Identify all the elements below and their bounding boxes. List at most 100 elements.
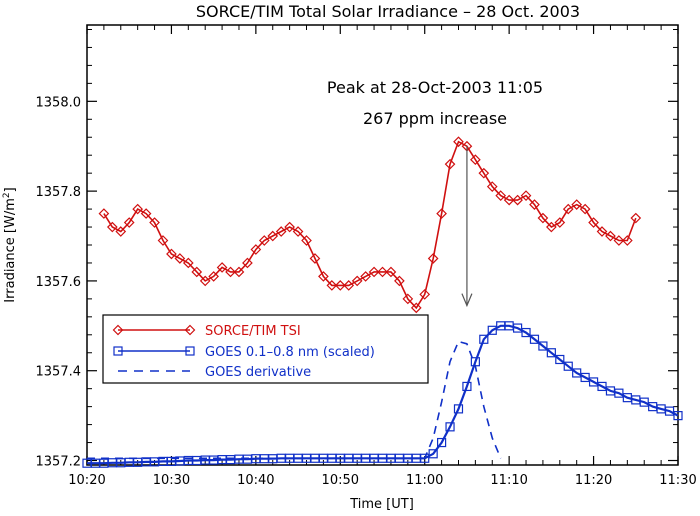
data-point-tsi: [444, 158, 456, 170]
y-tick-label: 1358.0: [36, 95, 82, 110]
x-axis: 10:20 10:30 10:40 10:50 11:00 11:10 11:20 11:30: [68, 25, 697, 488]
x-tick-label: 10:50: [322, 473, 359, 488]
legend-marker-goes: [113, 346, 123, 356]
x-tick-label: 10:30: [153, 473, 190, 488]
data-point-goes: [546, 348, 556, 358]
increase-annotation: 267 ppm increase: [363, 109, 507, 128]
data-point-goes: [529, 334, 540, 344]
data-point-goes: [462, 381, 472, 392]
data-point-tsi: [334, 280, 346, 291]
peak-arrow: [461, 146, 473, 308]
data-point-tsi: [140, 208, 152, 219]
y-axis-label-end: ]: [3, 187, 18, 192]
data-point-tsi: [166, 248, 177, 260]
data-point-tsi: [174, 253, 186, 264]
data-point-tsi: [554, 217, 566, 228]
data-point-tsi: [132, 203, 144, 215]
x-tick-label: 11:10: [490, 473, 527, 488]
data-point-tsi: [436, 208, 447, 219]
data-point-tsi: [284, 221, 295, 233]
x-tick-label: 10:20: [68, 473, 105, 488]
data-point-tsi: [495, 190, 507, 201]
legend-items: SORCE/TIM TSI GOES 0.1–0.8 nm (scaled) GOE…: [112, 324, 375, 380]
data-point-tsi: [182, 257, 194, 269]
y-tick-label: 1357.4: [36, 365, 82, 380]
y-tick-label: 1357.2: [36, 455, 82, 470]
data-point-tsi: [402, 293, 414, 305]
x-axis-label: Time [UT]: [349, 497, 414, 512]
x-tick-label: 11:20: [575, 473, 612, 488]
data-point-tsi: [318, 271, 329, 282]
data-point-tsi: [605, 230, 616, 242]
data-point-tsi: [520, 190, 532, 201]
legend-label-tsi: SORCE/TIM TSI: [205, 324, 301, 339]
chart-title: SORCE/TIM Total Solar Irradiance – 28 Oc…: [196, 2, 580, 21]
series-line-goes-derivative: [87, 340, 502, 460]
data-point-goes: [563, 361, 573, 371]
data-point-tsi: [453, 136, 464, 148]
data-point-tsi: [191, 266, 203, 278]
data-point-tsi: [106, 221, 118, 233]
data-point-tsi: [546, 221, 557, 233]
data-point-tsi: [579, 203, 591, 215]
data-point-tsi: [613, 235, 625, 246]
data-point-tsi: [351, 275, 363, 287]
x-tick-label: 11:30: [659, 473, 696, 488]
data-point-tsi: [571, 199, 583, 210]
data-point-tsi: [427, 253, 439, 264]
y-tick-label: 1357.6: [36, 275, 82, 290]
data-point-goes: [479, 334, 489, 344]
data-point-tsi: [258, 235, 270, 246]
data-point-tsi: [242, 257, 253, 269]
data-point-tsi: [216, 262, 228, 273]
data-point-goes: [673, 411, 683, 421]
data-point-tsi: [343, 280, 355, 291]
data-point-goes: [538, 341, 548, 351]
data-point-tsi: [377, 266, 388, 278]
data-point-tsi: [267, 230, 279, 242]
data-point-tsi: [225, 266, 236, 278]
legend-marker-tsi: [184, 324, 196, 336]
data-point-tsi: [562, 203, 574, 215]
data-point-tsi: [385, 266, 397, 278]
data-point-tsi: [157, 235, 169, 246]
data-point-tsi: [630, 212, 642, 224]
legend-marker-tsi: [112, 324, 124, 336]
legend-label-goes: GOES 0.1–0.8 nm (scaled): [205, 345, 375, 360]
data-point-goes: [521, 327, 531, 338]
data-point-tsi: [621, 235, 633, 246]
legend-marker-goes: [185, 346, 195, 356]
legend-label-goes-derivative: GOES derivative: [205, 365, 311, 380]
series-goes-derivative: [87, 340, 502, 460]
data-point-tsi: [486, 181, 498, 192]
data-point-tsi: [233, 266, 245, 278]
data-point-goes: [453, 404, 464, 414]
series-line-tsi: [103, 140, 637, 310]
data-point-tsi: [419, 289, 431, 300]
data-point-tsi: [588, 217, 599, 228]
data-point-tsi: [208, 271, 219, 282]
data-point-tsi: [292, 226, 304, 237]
data-point-tsi: [115, 226, 127, 237]
y-tick-label: 1357.8: [36, 185, 82, 200]
data-point-tsi: [309, 253, 321, 264]
data-point-tsi: [123, 217, 135, 228]
data-point-goes: [445, 422, 455, 432]
data-point-tsi: [410, 302, 422, 314]
data-point-tsi: [596, 226, 608, 237]
data-point-tsi: [478, 167, 490, 179]
x-tick-label: 11:00: [406, 473, 443, 488]
series-layer: [82, 136, 683, 468]
data-point-tsi: [98, 208, 110, 219]
data-point-tsi: [301, 235, 312, 246]
data-point-tsi: [326, 280, 338, 291]
data-point-tsi: [149, 217, 160, 228]
data-point-tsi: [275, 226, 287, 237]
data-point-goes: [437, 437, 447, 448]
y-axis: 1357.2 1357.4 1357.6 1357.8 1358.0: [36, 28, 678, 470]
data-point-tsi: [368, 266, 380, 278]
data-point-tsi: [250, 244, 262, 255]
y-axis-label-main: Irradiance [W/m: [3, 198, 18, 303]
